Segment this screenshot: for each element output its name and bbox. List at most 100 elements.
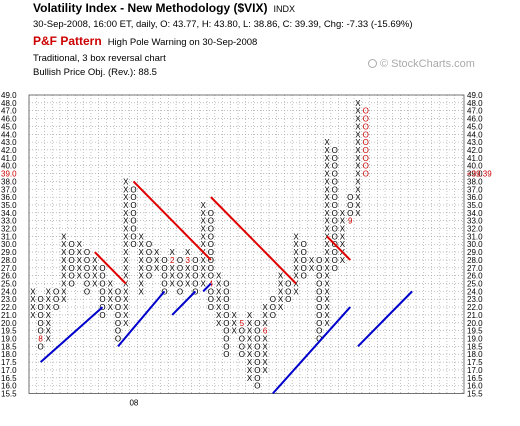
x-box: X — [262, 311, 268, 320]
y-tick-label-right: 31.0 — [467, 232, 483, 241]
o-box: O — [208, 217, 214, 226]
x-box: X — [170, 272, 176, 281]
x-box: X — [123, 225, 129, 234]
o-box: O — [84, 287, 90, 296]
y-tick-label-right: 19.0 — [467, 335, 483, 344]
o-box: O — [301, 264, 307, 273]
x-box: X — [200, 280, 206, 289]
o-box: O — [223, 295, 229, 304]
x-box: X — [324, 170, 330, 179]
x-box: X — [77, 240, 83, 249]
o-box: O — [223, 311, 229, 320]
o-box: O — [254, 382, 260, 391]
y-tick-label-left: 23.0 — [1, 295, 17, 304]
x-box: X — [200, 232, 206, 241]
y-tick-label-right: 34.0 — [467, 209, 483, 218]
y-tick-label-left: 26.0 — [1, 272, 17, 281]
o-box: O — [254, 366, 260, 375]
support-trendline — [272, 306, 351, 395]
y-tick-label-left: 49.0 — [1, 91, 17, 100]
x-box: X — [61, 264, 67, 273]
x-box: X — [46, 335, 52, 344]
x-box: X — [123, 193, 129, 202]
y-tick-label-left: 29.0 — [1, 248, 17, 257]
o-box: O — [37, 327, 43, 336]
o-box: O — [208, 232, 214, 241]
o-box: O — [115, 327, 121, 336]
y-tick-label-right: 24.0 — [467, 287, 483, 296]
x-box: X — [123, 201, 129, 210]
o-box: O — [363, 138, 369, 147]
o-box: O — [316, 264, 322, 273]
o-box: O — [316, 272, 322, 281]
o-box: O — [177, 272, 183, 281]
x-box: X — [30, 303, 36, 312]
o-box: O — [146, 240, 152, 249]
x-box: X — [262, 358, 268, 367]
o-box: O — [363, 115, 369, 124]
o-box: O — [347, 201, 353, 210]
x-box: X — [185, 248, 191, 257]
x-box: X — [185, 264, 191, 273]
o-box: O — [239, 327, 245, 336]
o-box: O — [115, 311, 121, 320]
o-box: O — [301, 248, 307, 257]
y-tick-label-right: 43.0 — [467, 138, 483, 147]
x-box: X — [340, 256, 346, 265]
resistance-trendline — [210, 196, 297, 285]
y-tick-label-left: 24.0 — [1, 287, 17, 296]
o-box: O — [301, 256, 307, 265]
o-box: O — [254, 342, 260, 351]
x-box: X — [123, 319, 129, 328]
x-box: X — [340, 232, 346, 241]
x-box: X — [185, 272, 191, 281]
y-tick-label-left: 37.0 — [1, 185, 17, 194]
o-box: O — [254, 327, 260, 336]
y-tick-label-right: 47.0 — [467, 107, 483, 116]
x-box: X — [139, 256, 145, 265]
y-tick-label-right: 18.5 — [467, 342, 483, 351]
y-tick-label-left: 19.0 — [1, 335, 17, 344]
y-tick-label-right: 22.0 — [467, 303, 483, 312]
o-box: O — [84, 280, 90, 289]
x-box: X — [293, 264, 299, 273]
y-tick-label-right: 28.0 — [467, 256, 483, 265]
o-box: O — [332, 154, 338, 163]
y-tick-label-right: 37.0 — [467, 185, 483, 194]
x-box: X — [61, 287, 67, 296]
o-box: O — [223, 287, 229, 296]
x-box: X — [324, 248, 330, 257]
x-box: X — [355, 115, 361, 124]
y-tick-label-left: 47.0 — [1, 107, 17, 116]
month-marker: 9 — [348, 217, 353, 226]
x-box: X — [61, 295, 67, 304]
o-box: O — [316, 319, 322, 328]
y-tick-label-left: 28.0 — [1, 256, 17, 265]
o-box: O — [99, 272, 105, 281]
y-tick-label-left: 32.0 — [1, 225, 17, 234]
y-tick-label-right: 42.0 — [467, 146, 483, 155]
x-box: X — [216, 311, 222, 320]
x-box: X — [123, 217, 129, 226]
y-axis-group: 49.0 49.048.0 48.047.0 47.046.0 46.045.0 45.0… — [1, 91, 483, 398]
x-box: X — [231, 311, 237, 320]
o-box: O — [130, 240, 136, 249]
y-tick-label-right: 25.0 — [467, 280, 483, 289]
o-box: O — [332, 232, 338, 241]
resistance-trendline — [132, 180, 212, 261]
x-box: X — [200, 240, 206, 249]
month-marker: 6 — [263, 327, 268, 336]
o-box: O — [192, 264, 198, 273]
month-marker: 2 — [170, 256, 175, 265]
y-tick-label-left: 38.0 — [1, 177, 17, 186]
x-box: X — [324, 287, 330, 296]
x-box: X — [46, 327, 52, 336]
o-box: O — [347, 193, 353, 202]
o-box: O — [177, 287, 183, 296]
x-box: X — [61, 256, 67, 265]
x-box: X — [340, 209, 346, 218]
x-box: X — [139, 272, 145, 281]
y-tick-label-left: 31.0 — [1, 232, 17, 241]
price-objective: Bullish Price Obj. (Rev.): 88.5 — [33, 67, 157, 78]
last-price-label-bg — [0, 169, 27, 178]
